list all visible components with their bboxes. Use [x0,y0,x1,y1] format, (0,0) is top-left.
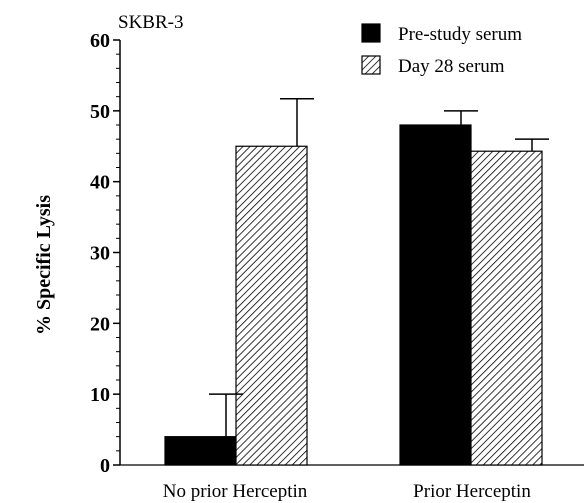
legend-swatch [361,55,381,75]
y-tick-label: 60 [90,30,110,52]
y-tick-label: 10 [90,384,110,406]
y-tick-label: 0 [100,455,110,477]
y-tick-label: 40 [90,172,110,194]
legend-swatch [361,23,381,43]
y-axis-label: % Specific Lysis [33,195,55,335]
y-tick-label: 30 [90,243,110,265]
bar-pre-study-serum-0 [164,436,237,466]
bar-pre-study-serum-1 [399,124,472,466]
legend-label: Day 28 serum [398,56,505,77]
y-tick-label: 20 [90,313,110,335]
x-axis-categories: No prior Herceptin Prior Herceptin [163,481,532,502]
bar-day-28-serum-0 [235,145,308,466]
bars-group [164,124,543,466]
y-tick-label: 50 [90,101,110,123]
bar-day-28-serum-1 [470,150,543,466]
error-bars-group [209,98,549,437]
legend-label: Pre-study serum [398,24,522,45]
x-category-label: Prior Herceptin [413,481,531,502]
x-category-label: No prior Herceptin [163,481,308,502]
chart-title: SKBR-3 [118,12,183,33]
legend: Pre-study serum Day 28 serum [361,23,522,77]
